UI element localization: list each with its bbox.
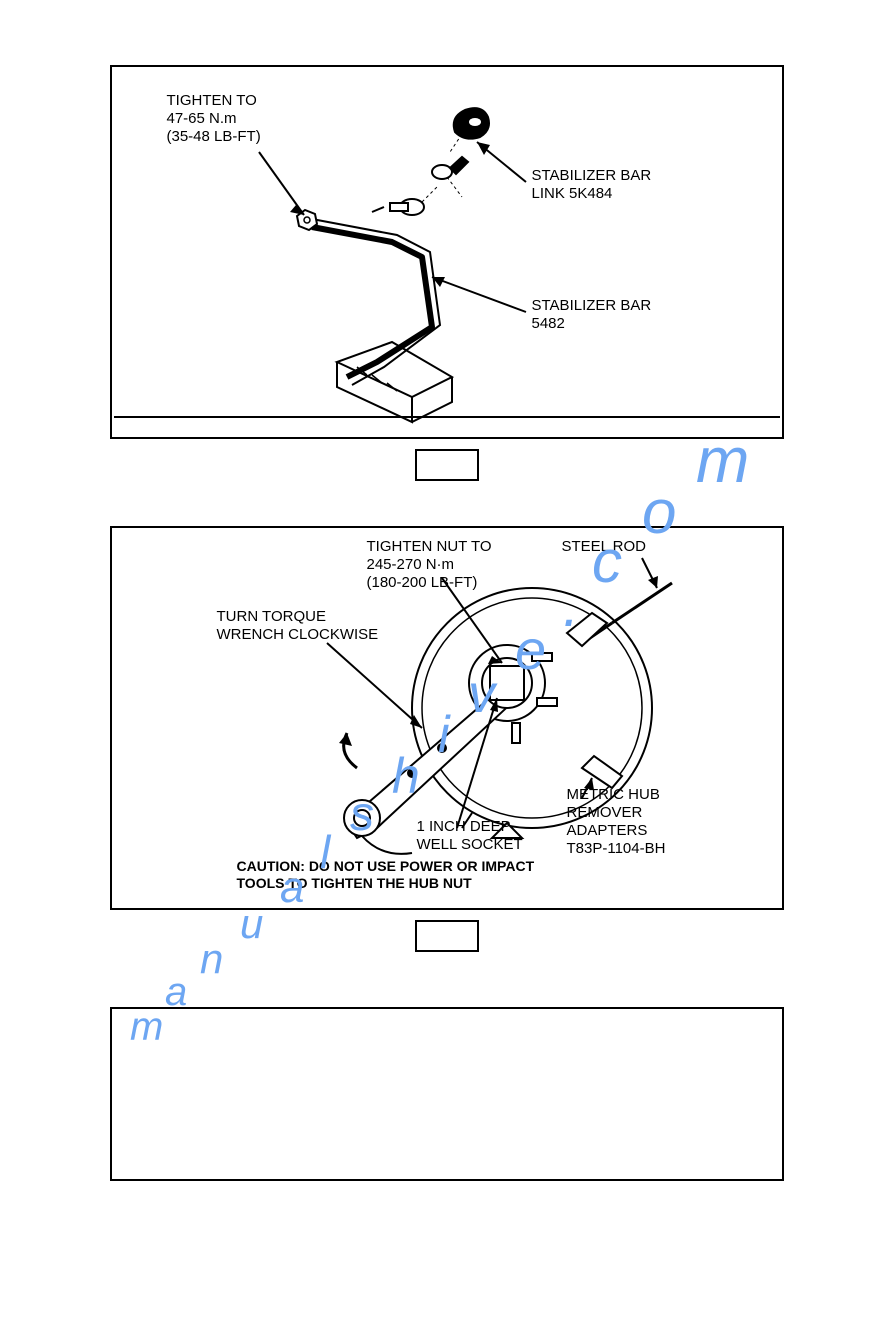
label-tighten-to: TIGHTEN TO 47-65 N.m (35-48 LB-FT) [167,92,261,146]
label-socket: 1 INCH DEEP WELL SOCKET [417,818,523,854]
label-adapters: METRIC HUB REMOVER ADAPTERS T83P-1104-BH [567,786,666,858]
figure-2-caption-box [415,920,479,952]
label-turn-torque: TURN TORQUE WRENCH CLOCKWISE [217,608,379,644]
figure-3-box [110,1007,784,1181]
caution-text: CAUTION: DO NOT USE POWER OR IMPACT TOOL… [237,858,535,892]
label-stabilizer-bar: STABILIZER BAR 5482 [532,297,652,333]
figure-1-caption-box [415,449,479,481]
label-tighten-nut: TIGHTEN NUT TO 245-270 N·m (180-200 LB-F… [367,538,492,592]
label-steel-rod: STEEL ROD [562,538,646,556]
figure-1-box: TIGHTEN TO 47-65 N.m (35-48 LB-FT) STABI… [110,65,784,439]
figure-2-box: TIGHTEN NUT TO 245-270 N·m (180-200 LB-F… [110,526,784,910]
label-stabilizer-link: STABILIZER BAR LINK 5K484 [532,167,652,203]
